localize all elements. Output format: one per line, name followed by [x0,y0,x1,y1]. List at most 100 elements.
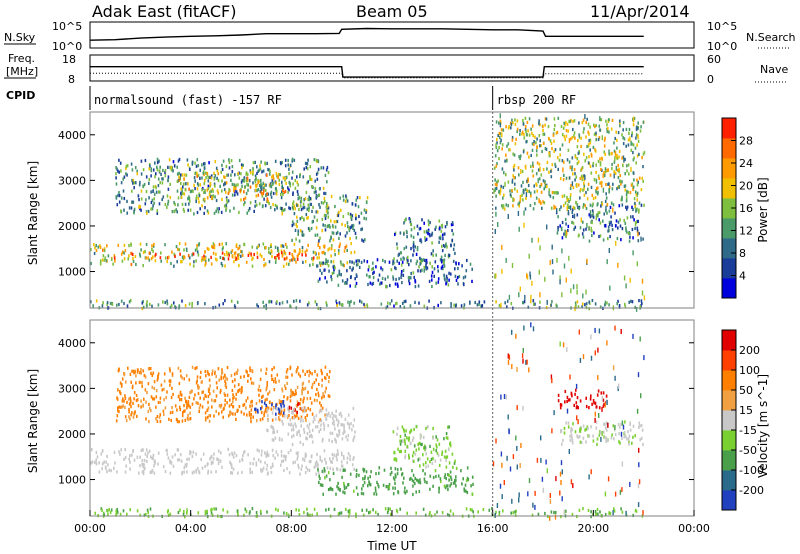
heatmap-cell [551,300,553,304]
heatmap-cell [263,411,266,415]
heatmap-cell [329,225,331,229]
heatmap-cell [569,434,571,438]
heatmap-cell [557,191,559,195]
heatmap-cell [591,233,593,238]
heatmap-cell [169,182,171,186]
heatmap-cell [496,162,498,166]
heatmap-cell [117,409,119,413]
heatmap-cell [167,513,170,517]
heatmap-cell [446,245,448,249]
heatmap-cell [118,450,120,454]
heatmap-cell [379,282,381,286]
heatmap-cell [607,438,609,442]
heatmap-cell [563,121,565,125]
heatmap-cell [319,236,321,240]
heatmap-cell [240,163,243,167]
heatmap-cell [579,357,582,363]
heatmap-cell [419,238,421,242]
heatmap-cell [429,511,431,515]
heatmap-cell [250,381,253,385]
heatmap-cell [212,461,214,465]
heatmap-cell [115,166,117,170]
heatmap-cell [235,190,238,194]
heatmap-cell [353,418,356,422]
heatmap-cell [422,435,425,440]
heatmap-cell [207,184,210,188]
heatmap-cell [226,377,229,381]
heatmap-cell [608,220,611,224]
heatmap-cell [501,494,503,500]
heatmap-cell [174,305,176,309]
heatmap-cell [275,192,278,196]
heatmap-cell [335,299,337,303]
heatmap-cell [394,486,396,490]
heatmap-cell [183,509,185,514]
heatmap-cell [595,131,597,135]
heatmap-cell [409,304,412,308]
heatmap-cell [339,488,341,492]
heatmap-cell [319,263,322,267]
heatmap-cell [209,175,211,179]
heatmap-cell [120,209,122,213]
heatmap-cell [419,269,422,273]
heatmap-cell [410,476,412,481]
heatmap-cell [233,206,235,210]
cpid-strip: CPID normalsound (fast) -157 RF rbsp 200 … [6,86,576,110]
heatmap-cell [253,252,255,257]
heatmap-cell [565,134,568,138]
heatmap-cell [268,247,270,251]
heatmap-cell [293,414,296,418]
heatmap-cell [596,437,599,441]
heatmap-cell [169,305,172,309]
colorbar-tick-label: 15 [739,404,753,417]
heatmap-cell [619,218,621,222]
heatmap-cell [139,370,141,375]
heatmap-cell [263,189,265,193]
heatmap-cell [600,118,603,122]
heatmap-cell [130,399,132,403]
heatmap-cell [400,275,402,280]
heatmap-cell [415,425,418,429]
heatmap-cell [418,489,421,494]
heatmap-cell [115,172,117,176]
heatmap-cell [404,449,407,453]
heatmap-cell [139,205,142,209]
heatmap-cell [184,418,187,422]
heatmap-cell [294,228,297,232]
heatmap-cell [177,510,180,514]
heatmap-cell [215,394,218,398]
heatmap-cell [629,191,632,195]
heatmap-cell [202,198,205,202]
heatmap-cell [238,263,240,268]
heatmap-cell [170,261,172,266]
heatmap-cell [353,455,355,460]
heatmap-cell [350,215,352,219]
heatmap-cell [566,206,568,211]
colorbar-tick-label: -200 [739,484,764,497]
heatmap-cell [367,476,369,480]
heatmap-cell [556,156,559,160]
heatmap-cell [315,378,317,382]
heatmap-cell [552,196,555,200]
heatmap-cell [230,178,232,182]
heatmap-cell [179,392,182,396]
heatmap-cell [305,408,307,413]
heatmap-cell [523,189,525,195]
heatmap-cell [300,415,303,419]
heatmap-cell [528,253,530,259]
heatmap-cell [180,195,183,199]
heatmap-cell [265,193,267,197]
heatmap-cell [303,205,306,210]
heatmap-cell [604,426,607,430]
heatmap-cell [132,369,134,373]
heatmap-cell [569,166,572,170]
heatmap-cell [266,380,269,385]
heatmap-cell [632,117,634,121]
heatmap-cell [614,211,616,215]
heatmap-cell [557,116,560,120]
heatmap-cell [623,137,626,141]
beam-title: Beam 05 [356,2,428,21]
heatmap-cell [302,442,304,446]
heatmap-cell [606,202,609,207]
heatmap-cell [323,196,326,200]
